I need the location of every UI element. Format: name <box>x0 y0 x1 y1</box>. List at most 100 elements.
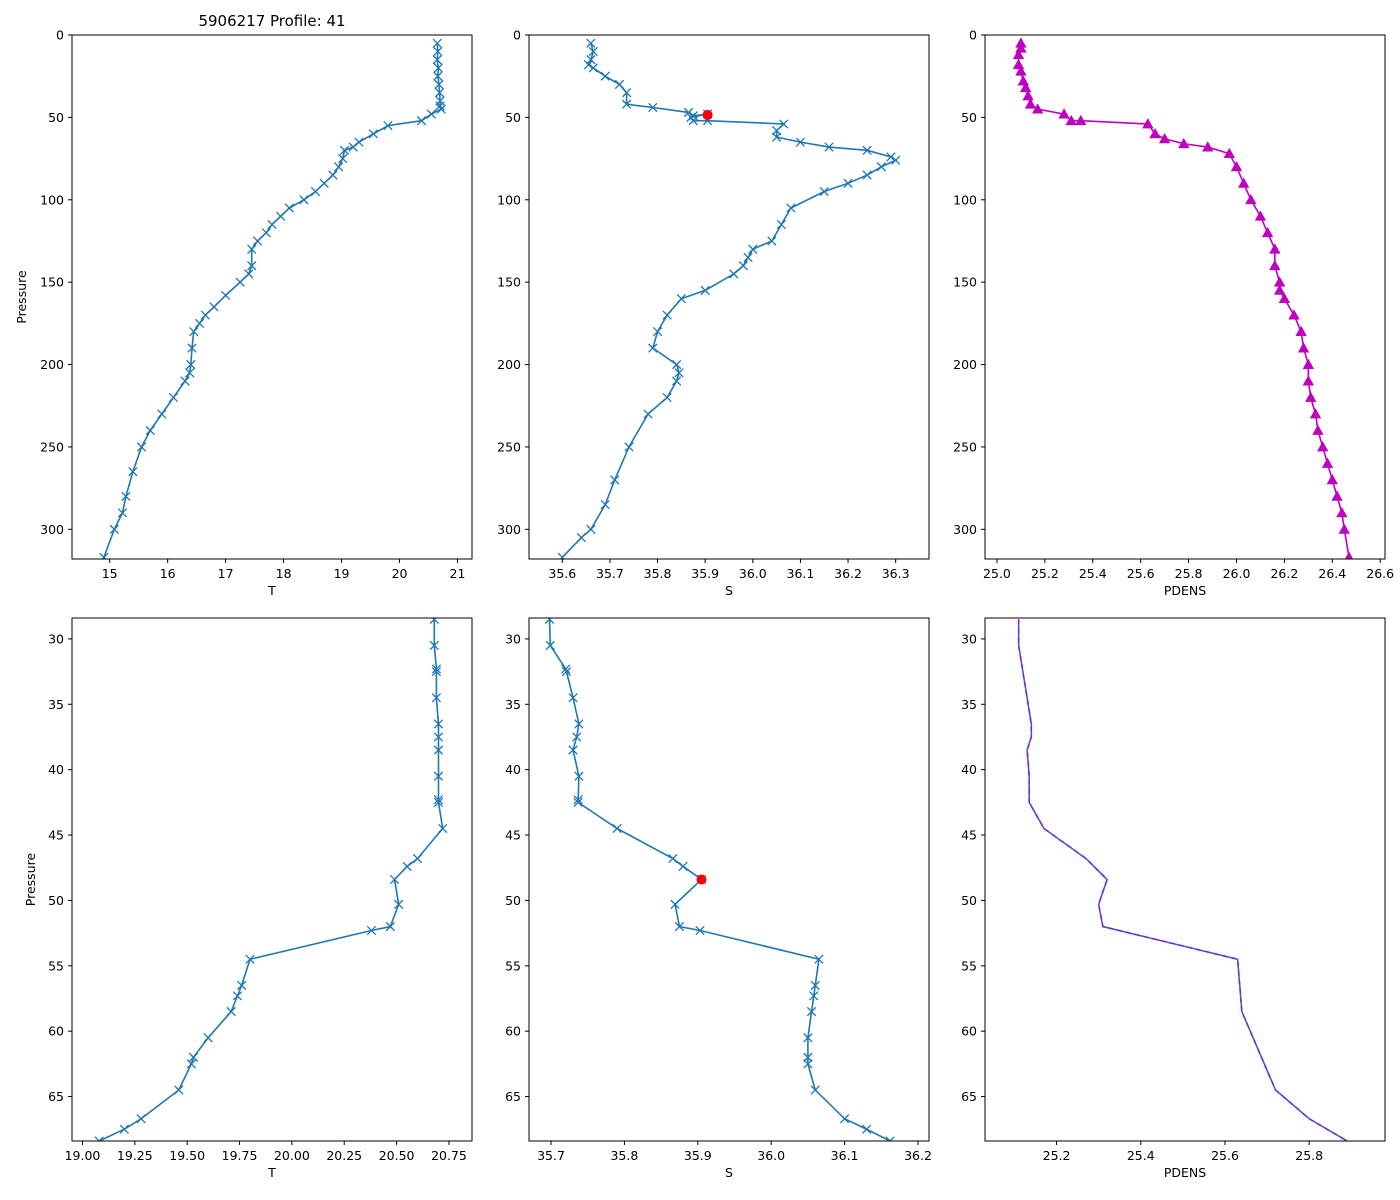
data-point <box>610 475 620 485</box>
data-point <box>803 1033 813 1043</box>
data-point <box>743 252 753 263</box>
data-point <box>662 310 672 320</box>
data-point <box>1261 226 1274 238</box>
data-point <box>662 392 672 403</box>
x-tick-label: 25.4 <box>1127 1148 1155 1163</box>
data-point <box>429 640 439 651</box>
data-point <box>180 376 190 386</box>
x-tick-label: 36.0 <box>739 566 767 581</box>
data-point <box>1305 391 1317 402</box>
x-tick-label: 20 <box>392 566 408 581</box>
data-point <box>119 1124 130 1134</box>
panel-top-right: 25.0 25.2 25.4 25.6 25.8 26.0 26.2 26.4 26.6 0 50 1… <box>953 28 1394 599</box>
data-point <box>588 63 598 73</box>
data-point <box>891 155 901 165</box>
y-tick-label: 300 <box>497 522 521 537</box>
data-point <box>1331 490 1343 501</box>
data-point <box>1336 507 1348 518</box>
x-tick-label: 35.6 <box>548 566 576 581</box>
data-point <box>614 79 625 90</box>
y-tick-label: 65 <box>505 1089 521 1104</box>
x-tick-label: 26.6 <box>1366 566 1394 581</box>
y-tick-label: 50 <box>48 893 64 908</box>
data-point <box>1158 132 1171 144</box>
data-point <box>652 326 663 337</box>
data-point <box>433 63 444 73</box>
data-point <box>1254 210 1267 221</box>
x-tick-label: 35.9 <box>684 1148 712 1163</box>
data-point <box>209 302 219 312</box>
data-point <box>786 203 796 213</box>
x-tick-label: 26.4 <box>1318 566 1346 581</box>
data-point <box>383 120 393 131</box>
x-tick-label: 36.1 <box>831 1148 859 1163</box>
x-tick-label: 35.7 <box>596 566 624 581</box>
data-point <box>94 1136 104 1141</box>
data-point <box>1058 108 1070 119</box>
x-tick-label: 15 <box>102 566 118 581</box>
data-point <box>366 925 377 936</box>
data-point <box>544 618 555 624</box>
data-point <box>434 79 444 90</box>
data-point <box>621 88 632 98</box>
data-point <box>426 109 437 119</box>
data-point <box>572 732 582 742</box>
data-point <box>810 980 820 991</box>
data-point <box>1223 147 1235 159</box>
y-tick-label: 100 <box>497 192 521 207</box>
plot-area <box>1017 619 1348 1141</box>
y-tick-label: 30 <box>961 631 977 646</box>
y-tick-label: 60 <box>48 1024 64 1039</box>
data-point <box>429 618 439 624</box>
data-point <box>670 899 680 910</box>
data-point <box>368 129 379 139</box>
x-axis-label: PDENS <box>1164 583 1206 598</box>
data-point <box>876 162 887 172</box>
y-tick-label: 30 <box>48 631 64 646</box>
data-point <box>433 771 444 781</box>
y-tick-label: 40 <box>48 762 64 777</box>
data-point <box>1326 474 1338 485</box>
data-point <box>557 552 567 559</box>
y-tick-label: 30 <box>505 631 521 646</box>
data-point <box>678 861 688 872</box>
data-point <box>574 719 584 729</box>
data-point <box>433 732 444 742</box>
data-point <box>1273 284 1286 295</box>
data-point <box>433 795 444 805</box>
y-tick-label: 65 <box>961 1089 977 1104</box>
data-point <box>583 60 594 70</box>
y-tick-label: 60 <box>505 1024 521 1039</box>
data-point <box>795 137 806 147</box>
data-point <box>695 925 705 936</box>
data-point <box>244 269 254 279</box>
axes-frame <box>984 617 1386 1142</box>
data-point <box>186 1059 197 1069</box>
data-point <box>136 442 147 452</box>
data-point <box>245 954 255 964</box>
data-point <box>886 152 896 162</box>
data-point <box>643 409 653 419</box>
data-point <box>99 552 109 559</box>
data-point <box>885 1136 895 1141</box>
data-point <box>432 55 442 65</box>
data-point <box>588 46 598 57</box>
data-point <box>545 640 555 651</box>
data-point <box>299 195 309 205</box>
x-tick-label: 25.2 <box>1031 566 1059 581</box>
data-point <box>674 921 685 932</box>
y-tick-label: 50 <box>48 110 64 125</box>
data-point <box>252 236 263 246</box>
y-tick-label: 45 <box>961 828 977 843</box>
data-point <box>185 368 195 378</box>
y-tick-label: 150 <box>497 275 521 290</box>
data-point <box>1075 114 1087 126</box>
axes-frame <box>528 34 930 560</box>
data-point <box>433 745 444 755</box>
data-point <box>576 532 587 543</box>
data-point <box>436 104 446 114</box>
y-tick-label: 55 <box>505 958 521 973</box>
y-tick-label: 250 <box>953 439 977 454</box>
data-point <box>1245 193 1257 205</box>
data-point <box>819 186 829 197</box>
